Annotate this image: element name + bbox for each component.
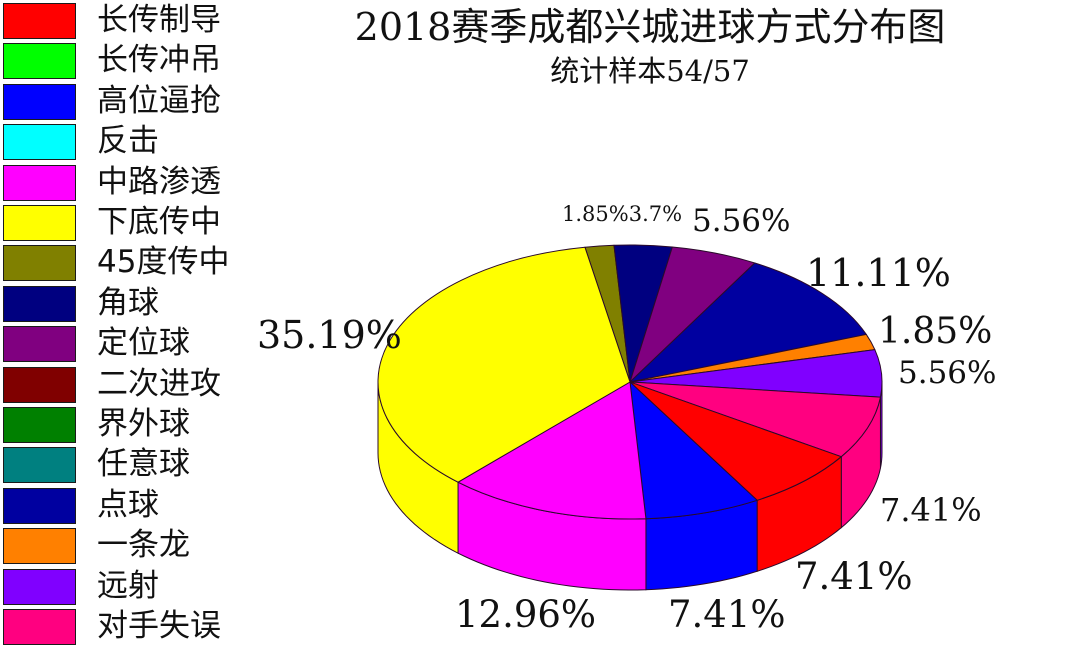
legend-swatch xyxy=(3,205,76,241)
legend-label: 下底传中 xyxy=(97,204,221,240)
legend-item: 定位球 xyxy=(3,325,253,363)
legend-label: 长传制导 xyxy=(97,2,221,38)
legend-item: 下底传中 xyxy=(3,204,253,242)
legend-label: 界外球 xyxy=(97,406,190,442)
legend-swatch xyxy=(3,326,76,363)
legend-label: 45度传中 xyxy=(97,244,230,281)
legend-item: 45度传中 xyxy=(3,244,253,282)
legend-item: 对手失误 xyxy=(3,608,253,646)
legend-swatch xyxy=(3,487,76,524)
slice-percent-label: 5.56% xyxy=(898,355,997,391)
legend-label: 任意球 xyxy=(97,446,190,483)
slice-percent-label: 11.11% xyxy=(806,251,951,295)
legend-swatch xyxy=(3,43,76,80)
legend-swatch xyxy=(3,3,76,39)
pie-slice xyxy=(629,381,758,520)
legend-label: 反击 xyxy=(97,123,159,160)
pie-slice xyxy=(377,246,631,483)
legend-swatch xyxy=(3,447,76,484)
slice-percent-label: 35.19% xyxy=(257,313,402,357)
legend-swatch xyxy=(3,407,76,443)
legend-label: 二次进攻 xyxy=(97,365,221,402)
legend-label: 一条龙 xyxy=(97,527,190,564)
chart-title: 2018赛季成都兴城进球方式分布图 xyxy=(354,5,946,49)
legend-swatch xyxy=(3,83,76,120)
legend-item: 反击 xyxy=(3,123,253,161)
legend-item: 角球 xyxy=(3,284,253,323)
pie-slice xyxy=(629,381,842,501)
legend-label: 远射 xyxy=(97,567,159,604)
legend-swatch xyxy=(3,285,76,322)
legend-label: 高位逼抢 xyxy=(97,82,221,119)
chart-subtitle: 统计样本54/57 xyxy=(550,54,750,88)
legend-item: 二次进攻 xyxy=(3,365,253,404)
legend-swatch xyxy=(3,609,76,645)
legend-swatch xyxy=(3,245,76,282)
pie-slice xyxy=(629,381,881,458)
slice-percent-label: 1.85%3.7% xyxy=(562,202,683,226)
legend-item: 任意球 xyxy=(3,446,253,484)
legend-swatch xyxy=(3,528,76,565)
slice-percent-label: 7.41% xyxy=(668,593,786,636)
legend-swatch xyxy=(3,124,76,161)
pie-slice xyxy=(629,262,867,383)
legend-item: 长传制导 xyxy=(3,2,253,40)
slice-percent-label: 12.96% xyxy=(455,593,597,636)
legend-item: 一条龙 xyxy=(3,527,253,565)
pie-slice xyxy=(457,381,647,520)
slice-percent-label: 7.41% xyxy=(795,555,913,598)
legend-label: 点球 xyxy=(97,486,159,523)
legend-label: 角球 xyxy=(97,284,159,321)
legend-item: 界外球 xyxy=(3,406,253,444)
legend-label: 中路渗透 xyxy=(97,163,221,200)
legend-swatch xyxy=(3,568,76,605)
legend-label: 对手失误 xyxy=(97,608,221,644)
slice-percent-label: 7.41% xyxy=(880,491,982,529)
legend: 长传制导长传冲吊 高位逼抢反击 中路渗透下底传中 45度传中 角球定位球 二次进攻界外球任… xyxy=(0,0,260,649)
slice-percent-label: 5.56% xyxy=(692,203,791,239)
slice-percent-label: 1.85% xyxy=(878,311,993,352)
legend-swatch xyxy=(3,366,76,403)
legend-swatch xyxy=(3,164,76,201)
legend-label: 长传冲吊 xyxy=(97,42,221,79)
legend-item: 点球 xyxy=(3,486,253,525)
legend-item: 长传冲吊 xyxy=(3,42,253,80)
legend-item: 远射 xyxy=(3,567,253,606)
legend-label: 定位球 xyxy=(97,325,190,362)
legend-item: 高位逼抢 xyxy=(3,82,253,121)
legend-item: 中路渗透 xyxy=(3,163,253,202)
